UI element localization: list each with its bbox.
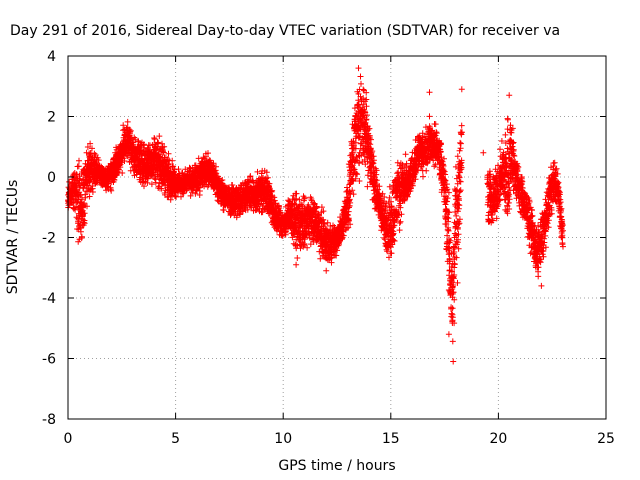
data-point xyxy=(107,186,114,193)
data-point xyxy=(121,158,128,164)
data-point xyxy=(445,227,452,234)
data-point xyxy=(402,151,409,158)
data-point xyxy=(156,133,163,140)
data-point xyxy=(148,181,155,188)
data-point xyxy=(423,167,430,174)
data-point xyxy=(318,204,325,211)
data-point xyxy=(449,338,456,345)
data-point xyxy=(426,113,433,120)
data-point xyxy=(442,201,449,208)
data-point xyxy=(79,196,85,203)
data-point xyxy=(87,140,94,147)
data-point xyxy=(78,233,85,240)
data-point xyxy=(153,147,160,154)
data-point xyxy=(294,255,301,261)
data-point xyxy=(386,183,393,190)
data-point xyxy=(151,136,158,143)
data-point xyxy=(195,155,202,162)
data-point xyxy=(81,200,88,207)
data-point xyxy=(139,179,146,186)
data-point xyxy=(396,227,403,234)
data-point xyxy=(119,170,126,176)
data-point xyxy=(86,193,93,200)
data-point xyxy=(84,144,91,150)
data-point xyxy=(454,153,461,160)
data-point xyxy=(158,185,165,192)
data-point xyxy=(152,176,159,183)
data-point xyxy=(358,80,364,87)
data-point xyxy=(127,127,134,134)
data-point xyxy=(360,86,367,93)
data-point xyxy=(156,153,163,160)
data-point xyxy=(120,122,127,129)
data-point xyxy=(357,73,364,80)
data-point xyxy=(126,126,133,133)
data-point xyxy=(84,203,90,210)
data-point xyxy=(141,183,147,190)
data-point xyxy=(156,180,163,187)
data-point xyxy=(89,145,95,152)
data-point xyxy=(95,157,102,164)
data-point xyxy=(144,175,151,182)
data-point xyxy=(448,310,455,317)
data-point xyxy=(431,163,438,170)
data-point xyxy=(497,146,503,153)
data-point xyxy=(75,163,82,170)
data-point xyxy=(160,149,167,156)
data-point xyxy=(82,194,89,201)
data-point xyxy=(80,219,87,226)
data-point xyxy=(81,220,88,227)
data-point xyxy=(457,140,464,147)
data-point xyxy=(161,143,168,150)
data-point xyxy=(458,122,465,129)
data-point xyxy=(296,196,303,203)
data-point xyxy=(432,121,439,128)
data-point xyxy=(89,185,96,192)
data-point xyxy=(76,157,82,164)
data-point xyxy=(117,164,124,171)
data-point xyxy=(81,210,88,217)
data-point xyxy=(169,157,176,164)
data-point xyxy=(457,139,464,146)
data-point xyxy=(77,225,84,232)
data-point xyxy=(124,153,131,160)
data-point xyxy=(420,173,426,180)
data-point xyxy=(301,194,308,201)
data-point xyxy=(155,139,162,146)
data-point xyxy=(159,148,166,155)
data-point xyxy=(124,118,131,125)
data-point xyxy=(73,183,80,190)
data-points xyxy=(65,65,566,365)
